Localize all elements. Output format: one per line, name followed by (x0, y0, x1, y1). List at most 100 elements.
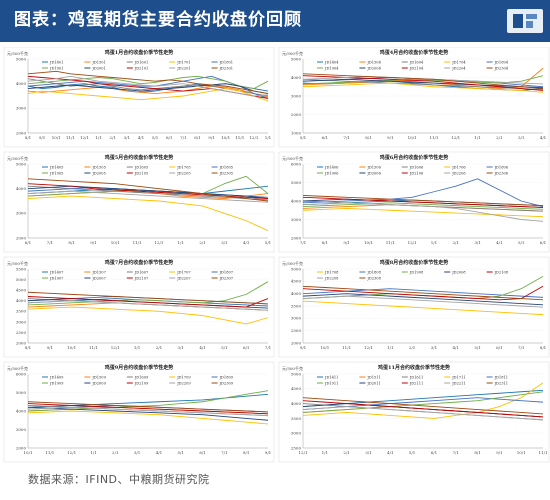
legend-entry: JD1506 (366, 165, 381, 169)
x-tick-label: 11/1 (235, 135, 244, 140)
legend-entry: JD1709 (176, 375, 191, 379)
y-tick-label: 4000 (16, 81, 27, 86)
legend-entry: JD1807 (219, 270, 234, 274)
chart-title: 鸡蛋4月合约收盘价季节性走势 (379, 49, 448, 56)
legend-entry: JD2206 (451, 171, 466, 175)
series-line-JD1504 (302, 67, 544, 90)
title-banner: 图表：鸡蛋期货主要合约收盘价回顾 (0, 0, 550, 42)
x-tick-label: 6/1 (540, 240, 546, 245)
x-tick-label: 7/1 (180, 135, 186, 140)
x-tick-label: 2/1 (496, 135, 502, 140)
series-line-JD1904 (302, 75, 544, 85)
y-axis-unit: 元/500千克 (282, 155, 303, 161)
legend-entry: JD1901 (49, 66, 63, 70)
panel-frame (278, 47, 550, 148)
x-tick-label: 9/1 (208, 135, 214, 140)
legend-entry: JD2105 (134, 171, 149, 175)
x-tick-label: 5/1 (474, 345, 480, 350)
legend-entry: JD2204 (451, 66, 466, 70)
x-tick-label: 6/1 (322, 135, 328, 140)
x-tick-label: 8/1 (68, 240, 74, 245)
y-tick-label: 5000 (16, 277, 27, 282)
x-tick-label: 3/1 (124, 135, 130, 140)
y-tick-label: 3000 (291, 217, 302, 222)
legend-entry: JD1704 (451, 60, 466, 64)
y-tick-label: 3500 (291, 416, 302, 421)
x-tick-label: 8/1 (25, 135, 31, 140)
y-tick-label: 5000 (16, 161, 27, 166)
x-tick-label: 5/1 (300, 135, 306, 140)
x-tick-label: 5/1 (409, 450, 415, 455)
x-tick-label: 11/1 (66, 135, 75, 140)
legend-entry: JD1711 (451, 375, 465, 379)
series-line-JD1705 (27, 195, 269, 232)
x-tick-label: 1/1 (387, 345, 393, 350)
legend-entry: JD2308 (366, 276, 381, 280)
x-tick-label: 2/1 (199, 240, 205, 245)
x-tick-label: 7/1 (47, 240, 53, 245)
x-tick-label: 11/1 (386, 240, 395, 245)
legend-entry: JD1801 (219, 60, 233, 64)
legend-entry: JD1509 (91, 375, 106, 379)
x-tick-label: 12/1 (249, 135, 258, 140)
x-tick-label: 2/1 (453, 240, 459, 245)
y-tick-label: 4500 (16, 288, 27, 293)
legend-entry: JD2106 (409, 171, 424, 175)
x-tick-label: 4/1 (540, 135, 546, 140)
legend-entry: JD2205 (176, 171, 191, 175)
x-tick-label: 9/1 (90, 240, 96, 245)
y-tick-label: 3000 (291, 93, 302, 98)
x-tick-label: 7/1 (300, 240, 306, 245)
series-line-JD2209 (27, 406, 269, 417)
legend-entry: JD1805 (219, 165, 234, 169)
legend-entry: JD1604 (409, 60, 424, 64)
panel-frame (3, 256, 275, 358)
chart-title: 鸡蛋7月合约收盘价季节性走势 (104, 259, 173, 266)
x-tick-label: 4/1 (387, 450, 393, 455)
x-tick-label: 6/1 (25, 240, 31, 245)
x-tick-label: 11/1 (342, 345, 351, 350)
x-tick-label: 6/1 (166, 135, 172, 140)
x-tick-label: 12/1 (67, 450, 76, 455)
x-tick-label: 7/1 (221, 450, 227, 455)
x-tick-label: 10/1 (408, 135, 417, 140)
x-tick-label: 8/1 (540, 345, 546, 350)
legend-entry: JD1804 (494, 60, 509, 64)
x-tick-label: 3/1 (134, 450, 140, 455)
x-tick-label: 1/1 (265, 135, 271, 140)
y-axis-unit: 元/500千克 (282, 50, 303, 56)
legend-entry: JD1407 (49, 270, 64, 274)
series-line-JD2309 (27, 401, 269, 413)
series-line-JD1907 (27, 281, 269, 306)
x-tick-label: 4/1 (496, 240, 502, 245)
y-tick-label: 4000 (16, 408, 27, 413)
legend-entry: JD2301 (219, 66, 233, 70)
x-tick-label: 4/1 (138, 135, 144, 140)
legend-entry: JD1701 (176, 60, 190, 64)
x-tick-label: 8/1 (474, 450, 480, 455)
series-line-JD2109 (27, 403, 269, 415)
y-axis-unit: 元/500千克 (7, 365, 28, 371)
legend-entry: JD1507 (91, 270, 106, 274)
series-line-JD2004 (302, 78, 544, 89)
x-tick-label: 7/1 (453, 450, 459, 455)
y-tick-label: 3000 (291, 431, 302, 436)
series-line-JD2111 (302, 400, 544, 418)
y-tick-label: 5000 (291, 266, 302, 271)
legend-entry: JD1911 (324, 381, 338, 385)
y-tick-label: 2000 (16, 130, 27, 135)
legend-entry: JD2107 (134, 276, 149, 280)
x-tick-label: 12/1 (111, 345, 120, 350)
series-line-JD1706 (302, 207, 544, 218)
legend-entry: JD1707 (176, 270, 191, 274)
legend-entry: JD1411 (324, 375, 338, 379)
legend-entry: JD1611 (409, 375, 423, 379)
x-tick-label: 10/1 (364, 240, 373, 245)
x-tick-label: 12/1 (154, 240, 163, 245)
x-tick-label: 8/1 (243, 450, 249, 455)
series-line-JD2307 (27, 291, 269, 305)
legend-entry: JD1908 (409, 270, 424, 274)
